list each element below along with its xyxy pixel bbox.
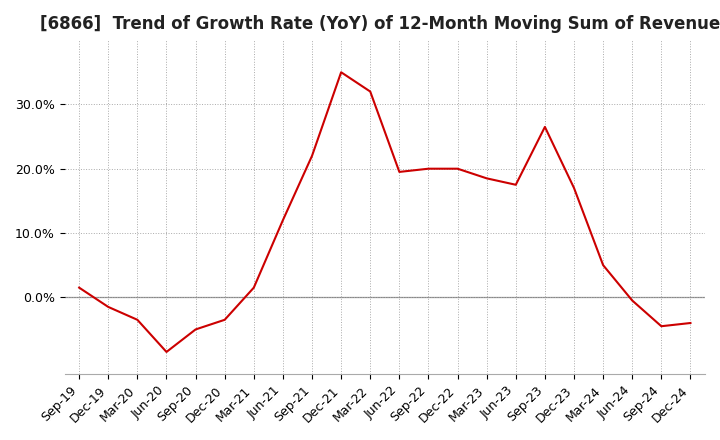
Title: [6866]  Trend of Growth Rate (YoY) of 12-Month Moving Sum of Revenues: [6866] Trend of Growth Rate (YoY) of 12-… bbox=[40, 15, 720, 33]
